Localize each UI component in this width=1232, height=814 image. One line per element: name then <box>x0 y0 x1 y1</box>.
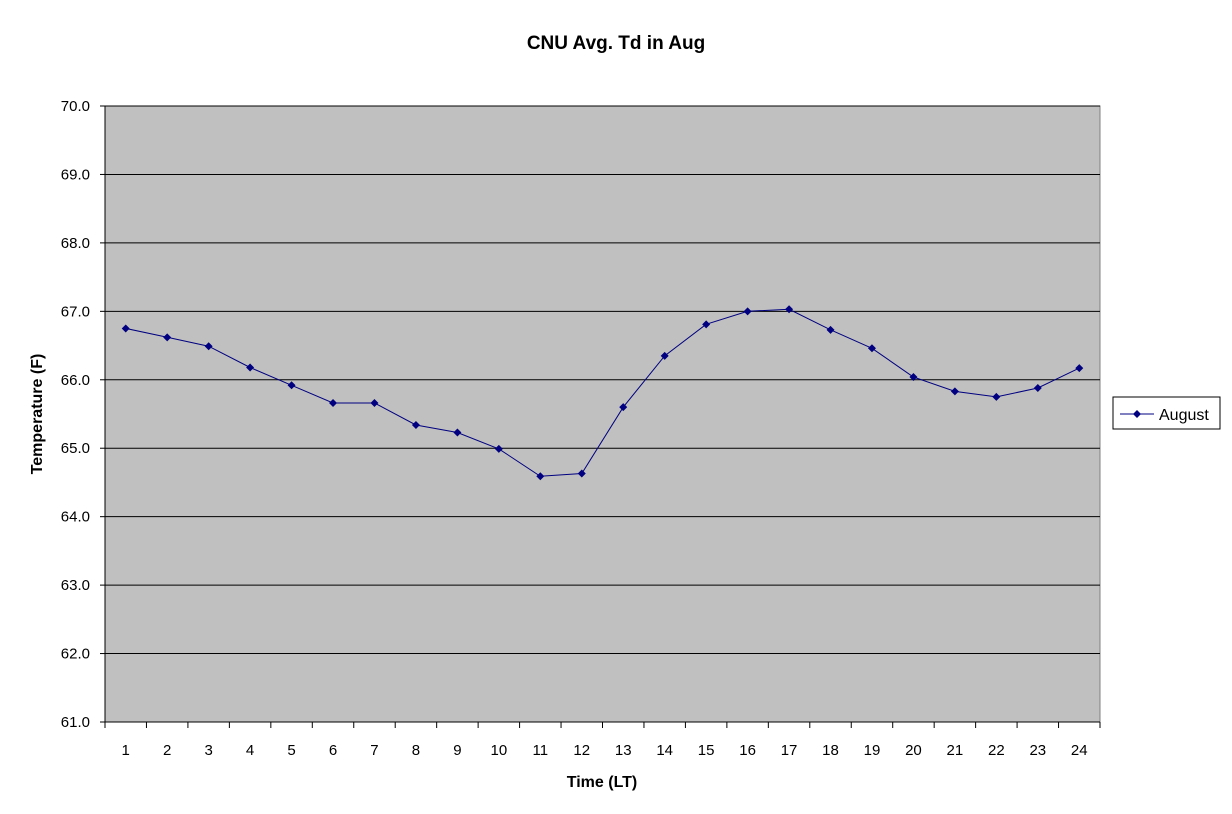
x-tick-label: 6 <box>329 742 337 759</box>
x-tick-label: 22 <box>988 742 1005 759</box>
x-tick-label: 7 <box>370 742 378 759</box>
data-point <box>204 342 213 351</box>
data-point <box>370 399 379 408</box>
series-line <box>125 308 1080 477</box>
data-point <box>950 387 959 396</box>
x-tick-label: 19 <box>864 742 881 759</box>
y-tick-label: 63.0 <box>61 577 90 594</box>
x-tick-label: 24 <box>1071 742 1088 759</box>
data-point <box>702 320 711 329</box>
x-tick-label: 12 <box>573 742 590 759</box>
data-point <box>121 324 130 333</box>
data-point <box>992 392 1001 401</box>
y-tick-label: 68.0 <box>61 235 90 252</box>
x-tick-label: 20 <box>905 742 922 759</box>
x-tick-label: 2 <box>163 742 171 759</box>
y-tick-labels: 61.0 62.0 63.0 64.0 65.0 66.0 67.0 68.0 69.0 70.0 <box>61 98 90 731</box>
y-tick-label: 70.0 <box>61 98 90 115</box>
plot-area <box>104 105 1101 723</box>
y-tick-label: 61.0 <box>61 714 90 731</box>
data-point <box>826 325 835 334</box>
chart-title: CNU Avg. Td in Aug <box>527 33 705 54</box>
y-tick-label: 66.0 <box>61 372 90 389</box>
legend-label-august: August <box>1159 407 1209 424</box>
data-point <box>743 307 752 316</box>
data-point <box>246 363 255 372</box>
x-tick-label: 14 <box>656 742 673 759</box>
data-point <box>411 420 420 429</box>
legend: August <box>1112 396 1221 430</box>
x-tick-label: 11 <box>533 742 549 759</box>
x-tick-label: 4 <box>246 742 254 759</box>
gridlines <box>105 105 1100 655</box>
data-point <box>619 403 628 412</box>
data-point <box>453 428 462 437</box>
x-tick-label: 9 <box>453 742 461 759</box>
x-axis-label: Time (LT) <box>567 774 638 791</box>
y-tick-label: 65.0 <box>61 440 90 457</box>
data-point <box>1033 383 1042 392</box>
data-point <box>660 351 669 360</box>
x-tick-label: 21 <box>947 742 964 759</box>
x-tick-label: 10 <box>491 742 508 759</box>
data-point <box>867 344 876 353</box>
legend-marker <box>1133 410 1141 418</box>
x-tick-label: 15 <box>698 742 715 759</box>
data-point <box>287 381 296 390</box>
x-tick-label: 8 <box>412 742 420 759</box>
data-point <box>494 444 503 453</box>
data-point <box>577 469 586 478</box>
x-tick-label: 3 <box>204 742 212 759</box>
x-tick-label: 1 <box>122 742 130 759</box>
data-point <box>329 399 338 408</box>
x-tick-label: 17 <box>781 742 798 759</box>
x-tick-label: 18 <box>822 742 839 759</box>
data-point <box>785 305 794 314</box>
series-august <box>121 305 1084 481</box>
y-tick-label: 67.0 <box>61 303 90 320</box>
y-tick-label: 69.0 <box>61 166 90 183</box>
x-tick-label: 23 <box>1029 742 1046 759</box>
x-tick-label: 5 <box>287 742 295 759</box>
data-point <box>909 373 918 382</box>
legend-box <box>1112 396 1221 430</box>
x-tick-labels: 1 2 3 4 5 6 7 8 9 10 11 12 13 14 15 16 17 18 19 20 21 22 23 24 <box>122 742 1088 759</box>
data-point <box>163 333 172 342</box>
y-tick-label: 64.0 <box>61 509 90 526</box>
x-tick-label: 16 <box>739 742 756 759</box>
y-tick-label: 62.0 <box>61 646 90 663</box>
data-point <box>1075 364 1084 373</box>
data-point <box>536 472 545 481</box>
x-tick-label: 13 <box>615 742 632 759</box>
axes <box>100 105 1101 728</box>
y-axis-label: Temperature (F) <box>29 354 46 475</box>
